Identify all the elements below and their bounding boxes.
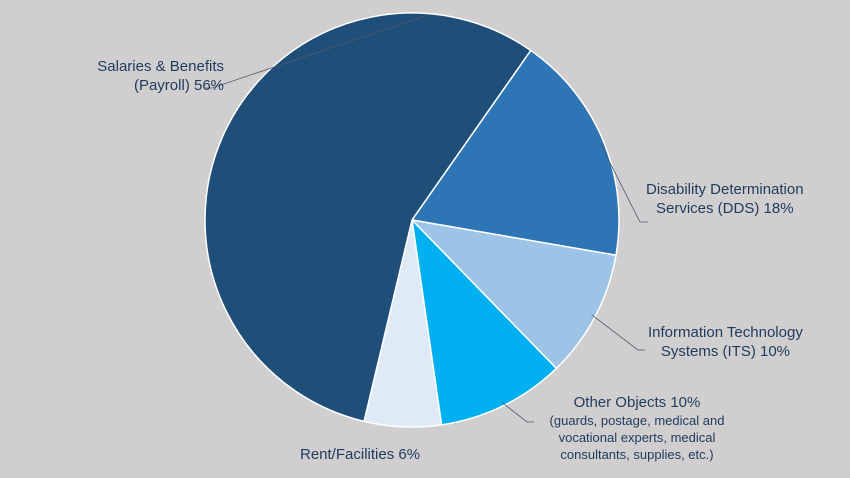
label-dds-line-2: Services (DDS) 18% bbox=[656, 200, 794, 217]
leader-line bbox=[501, 401, 534, 423]
label-its-line-2: Systems (ITS) 10% bbox=[660, 343, 791, 360]
label-other-note-2: vocational experts, medical bbox=[558, 430, 716, 445]
label-salaries-line-2: (Payroll) 56% bbox=[133, 77, 224, 94]
label-other-objects: Other Objects 10% (guards, postage, medi… bbox=[530, 393, 744, 463]
slice-other-objects bbox=[410, 217, 558, 426]
label-salaries-line-1: Salaries & Benefits bbox=[97, 58, 224, 75]
label-rent-facilities: Rent/Facilities 6% bbox=[300, 445, 420, 464]
label-its: Information Technology Systems (ITS) 10% bbox=[648, 323, 803, 361]
label-dds-line-1: Disability Determination bbox=[646, 181, 804, 198]
label-salaries-benefits: Salaries & Benefits (Payroll) 56% bbox=[97, 57, 224, 95]
label-rent-line-1: Rent/Facilities 6% bbox=[300, 446, 421, 463]
leader-line bbox=[591, 314, 645, 351]
label-dds: Disability Determination Services (DDS) … bbox=[646, 180, 804, 218]
leader-line bbox=[205, 15, 428, 89]
label-other-note-1: (guards, postage, medical and bbox=[549, 413, 725, 428]
label-other-note-3: consultants, supplies, etc.) bbox=[560, 447, 714, 462]
label-other-line-1: Other Objects 10% bbox=[573, 394, 701, 411]
label-its-line-1: Information Technology bbox=[648, 324, 803, 341]
slice-salaries-benefits bbox=[204, 12, 532, 423]
leader-line bbox=[599, 141, 648, 223]
slice-its bbox=[409, 218, 617, 370]
slice-dds bbox=[410, 49, 620, 257]
